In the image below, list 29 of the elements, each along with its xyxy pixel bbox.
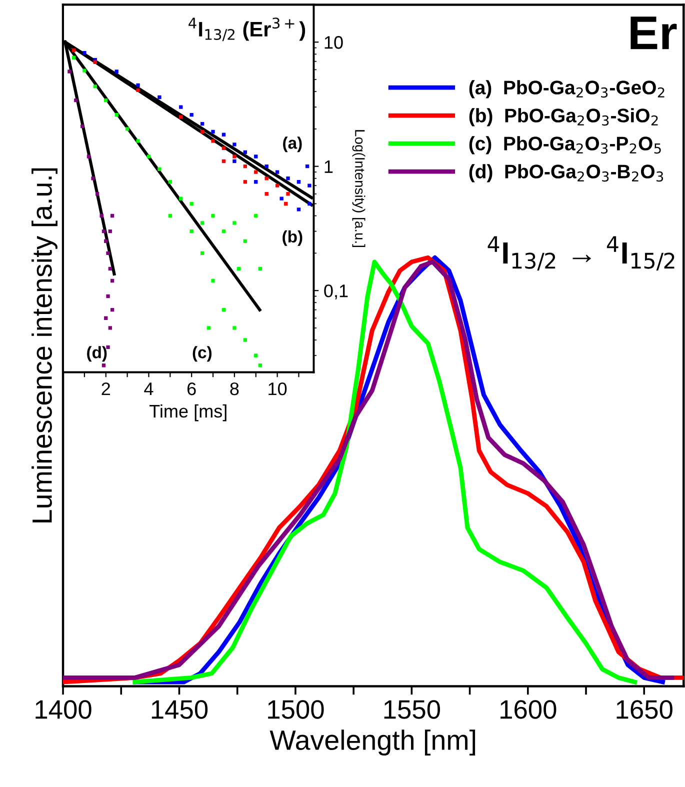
x-tick-label: 2 <box>102 382 110 396</box>
y-tick-label: 0,1 <box>324 284 348 300</box>
y-axis-title: Luminescence intensity [a.u.] <box>32 168 58 522</box>
x-tick-label: 1450 <box>152 700 208 719</box>
x-tick-label: 1550 <box>384 700 440 719</box>
x-tick-label: 6 <box>187 382 196 396</box>
x-axis-title: Wavelength [nm] <box>270 730 476 756</box>
x-tick-label: 1500 <box>268 700 324 719</box>
legend-label: (b) PbO-Ga$_{2}$O$_{3}$-SiO$_{2}$ <box>469 108 658 126</box>
annotation: (c) <box>192 346 212 362</box>
x-tick-label: 1600 <box>500 700 556 719</box>
annotation: (d) <box>87 346 107 362</box>
x-tick-label: 8 <box>230 382 239 396</box>
annotation: (a) <box>283 136 302 152</box>
x-axis-title: Time [ms] <box>150 404 226 422</box>
legend-label: (c) PbO-Ga$_{2}$O$_{3}$-P$_{2}$O$_{5}$ <box>469 136 661 154</box>
x-tick-label: 1650 <box>616 700 672 719</box>
x-tick-label: 4 <box>144 382 154 396</box>
annotation: $^{4}$I$_{13/2}$ → $^{4}$I$_{15/2}$ <box>488 236 674 271</box>
legend-label: (d) PbO-Ga$_{2}$O$_{3}$-B$_{2}$O$_{3}$ <box>469 164 664 182</box>
y2-axis-title: Log(Intensity) [a.u.] <box>352 130 366 247</box>
text: Er <box>630 16 677 50</box>
x-tick-label: 1400 <box>36 700 92 719</box>
y-tick-label: 10 <box>324 36 343 49</box>
legend-label: (a) PbO-Ga$_{2}$O$_{3}$-GeO$_{2}$ <box>469 80 664 98</box>
text: $^{4}$I$_{13/2}$ (Er$^{3+}$) <box>188 18 306 42</box>
y-tick-label: 1 <box>324 160 333 173</box>
x-tick-label: 10 <box>268 382 287 396</box>
annotation: (b) <box>282 230 302 246</box>
